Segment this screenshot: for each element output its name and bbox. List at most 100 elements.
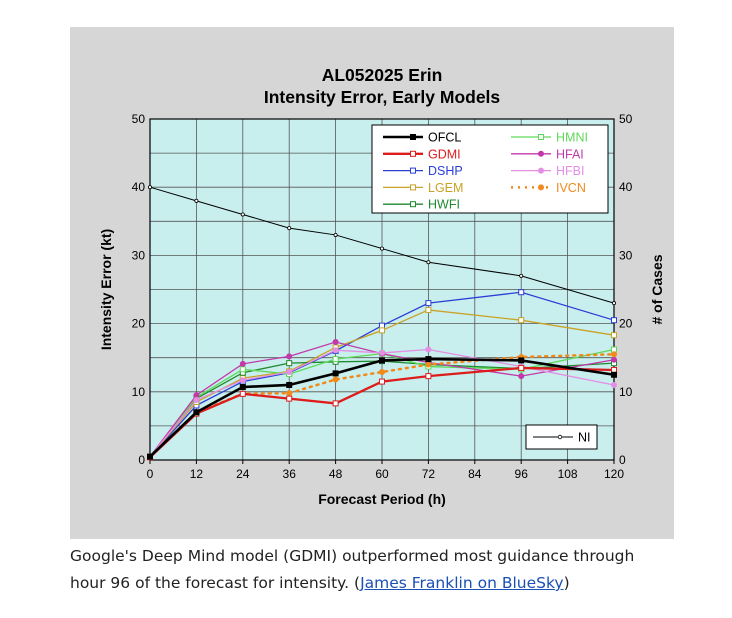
x-tick-label: 24 [236, 467, 250, 481]
series-point-hfbi [286, 369, 293, 376]
chart-figure: 0 12 24 36 48 60 72 84 96 108 120 0 0 10 10 20 20 30 30 40 4… [70, 27, 674, 539]
legend-marker-hfbi [537, 167, 544, 174]
series-point-ni [612, 301, 617, 306]
series-point-gdmi [332, 400, 339, 407]
y-tick-label: 40 [132, 180, 146, 194]
y2-tick-label: 10 [619, 385, 633, 399]
series-point-ivcn [332, 376, 339, 383]
legend-marker-hfai [537, 150, 544, 157]
series-point-lgem [611, 332, 617, 339]
legend-label-hfbi: HFBI [556, 164, 584, 178]
series-point-ofcl [193, 409, 200, 416]
caption-suffix: ) [563, 574, 570, 592]
legend-marker-hwfi [410, 201, 416, 208]
y2-tick-label: 50 [619, 112, 633, 126]
series-point-ivcn [425, 361, 432, 368]
y2-tick-label: 0 [619, 453, 626, 467]
legend-marker-ofcl [410, 134, 416, 140]
y-tick-label: 10 [132, 385, 146, 399]
series-point-ofcl [286, 381, 293, 388]
x-tick-label: 72 [422, 467, 436, 481]
x-axis-label: Forecast Period (h) [318, 491, 446, 507]
y-tick-label: 20 [132, 317, 146, 331]
series-point-hfbi [425, 346, 432, 353]
series-point-hmni [332, 356, 339, 363]
series-point-ivcn [286, 390, 293, 397]
x-tick-label: 12 [190, 467, 204, 481]
y2-tick-label: 20 [619, 317, 633, 331]
caption-link[interactable]: James Franklin on BlueSky [360, 574, 564, 592]
x-tick-label: 96 [515, 467, 529, 481]
series-point-ofcl [518, 357, 525, 364]
series-point-ofcl [425, 356, 432, 363]
series-point-gdmi [518, 364, 525, 371]
y2-axis-label: # of Cases [649, 254, 665, 324]
legend-label-ivcn: IVCN [556, 181, 586, 195]
y-tick-label: 0 [138, 453, 145, 467]
series-point-ofcl [611, 371, 617, 378]
series-point-gdmi [239, 390, 246, 397]
legend-label-ofcl: OFCL [428, 131, 461, 145]
series-point-ofcl [332, 370, 339, 377]
legend-marker-dshp [410, 167, 416, 174]
series-point-gdmi [611, 366, 617, 373]
y-tick-label: 30 [132, 248, 146, 262]
x-tick-label: 60 [375, 467, 389, 481]
figure-caption: Google's Deep Mind model (GDMI) outperfo… [70, 543, 674, 597]
x-tick-label: 84 [468, 467, 482, 481]
legend-marker-ivcn [537, 184, 544, 191]
series-point-ni [287, 226, 292, 231]
legend-label-hfai: HFAI [556, 147, 584, 161]
series-point-gdmi [379, 378, 385, 385]
y2-tick-label: 40 [619, 180, 633, 194]
series-point-lgem [425, 306, 432, 313]
series-point-hfai [332, 339, 339, 346]
series-point-ni [379, 246, 384, 251]
series-point-ivcn [378, 369, 385, 376]
series-point-ofcl [379, 357, 385, 364]
series-point-ofcl [147, 453, 153, 460]
series-point-hmni [611, 346, 617, 353]
series-point-hfbi [611, 381, 618, 388]
series-point-ni [194, 198, 199, 203]
series-point-lgem [518, 317, 525, 324]
series-point-hfai [239, 360, 246, 367]
x-tick-label: 48 [329, 467, 343, 481]
series-point-hfai [611, 356, 618, 363]
legend-label-dshp: DSHP [428, 164, 463, 178]
x-tick-label: 108 [558, 467, 578, 481]
series-point-ofcl [239, 384, 246, 391]
x-tick-label: 36 [283, 467, 297, 481]
y2-tick-label: 30 [619, 248, 633, 262]
series-point-hfai [518, 373, 525, 380]
caption-text: Google's Deep Mind model (GDMI) outperfo… [70, 547, 635, 592]
series-point-dshp [611, 317, 617, 324]
series-point-hwfi [286, 360, 293, 367]
y-tick-label: 50 [132, 112, 146, 126]
legend-marker-gdmi [410, 150, 416, 157]
series-point-hfai [286, 353, 293, 360]
legend-label-lgem: LGEM [428, 181, 463, 195]
series-point-ni [519, 273, 524, 278]
legend-label-hwfi: HWFI [428, 198, 460, 212]
series-point-gdmi [286, 395, 293, 402]
legend-label-hmni: HMNI [556, 131, 588, 145]
series-point-dshp [518, 289, 525, 296]
series-point-hfbi [239, 377, 246, 384]
legend-marker-hmni [538, 134, 544, 140]
chart-title: AL052025 Erin [322, 65, 443, 85]
y-axis-label: Intensity Error (kt) [98, 229, 114, 350]
legend-marker-ni [557, 434, 563, 440]
series-point-hmni [239, 366, 246, 373]
legend-label-gdmi: GDMI [428, 147, 461, 161]
series-point-ni [333, 232, 338, 237]
series-point-ni [240, 212, 245, 217]
series-point-hfbi [193, 396, 200, 403]
x-tick-label: 120 [604, 467, 624, 481]
series-point-gdmi [425, 373, 432, 380]
series-point-ni [148, 185, 153, 190]
series-point-ivcn [611, 351, 618, 358]
series-point-hfbi [378, 349, 385, 356]
legend-marker-lgem [410, 184, 416, 191]
